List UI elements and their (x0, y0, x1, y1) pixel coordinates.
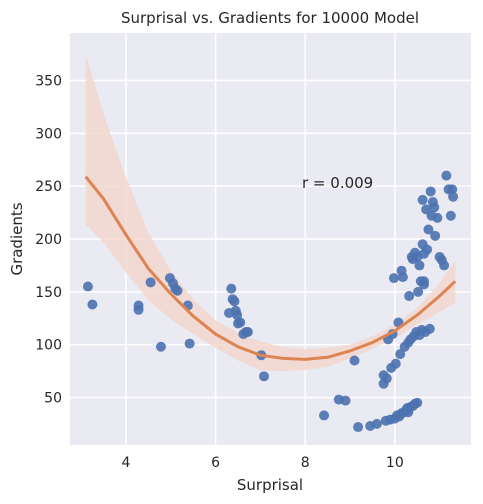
data-point (340, 395, 351, 406)
data-point (371, 418, 382, 429)
data-point (388, 273, 399, 284)
x-tick-label: 4 (122, 455, 131, 471)
data-point (441, 170, 452, 181)
data-point (448, 191, 459, 202)
data-point (242, 326, 253, 337)
x-tick-label: 10 (386, 455, 404, 471)
data-point (439, 260, 450, 271)
scatter-points (82, 170, 459, 433)
data-point (229, 296, 240, 307)
x-tick-label: 6 (211, 455, 220, 471)
data-point (430, 230, 441, 241)
x-tick-label: 8 (301, 455, 310, 471)
data-point (404, 291, 415, 302)
data-point (417, 194, 428, 205)
data-point (184, 338, 195, 349)
regression-line (84, 175, 457, 361)
data-point (87, 299, 98, 310)
x-axis-label: Surprisal (237, 476, 303, 494)
data-point (425, 186, 436, 197)
y-tick-label: 350 (35, 74, 62, 90)
data-point (407, 254, 418, 265)
data-point (390, 358, 401, 369)
data-point (353, 422, 364, 433)
data-point (395, 349, 406, 360)
y-tick-label: 200 (35, 232, 62, 248)
y-tick-label: 300 (35, 126, 62, 142)
data-point (145, 277, 156, 288)
correlation-annotation: r = 0.009 (302, 174, 373, 192)
data-point (319, 410, 330, 421)
data-point (397, 272, 408, 283)
data-point (349, 355, 360, 366)
data-point (155, 341, 166, 352)
data-point (381, 373, 392, 384)
data-point (445, 210, 456, 221)
data-point (172, 285, 183, 296)
data-point (422, 244, 433, 255)
data-point (412, 397, 423, 408)
data-point (423, 224, 434, 235)
data-point (413, 286, 424, 297)
y-tick-labels: 50 100 150 200 250 300 350 (35, 74, 62, 407)
data-point (133, 300, 144, 311)
data-point (259, 371, 270, 382)
chart-title: Surprisal vs. Gradients for 10000 Model (121, 9, 419, 27)
data-point (429, 202, 440, 213)
data-point (418, 279, 429, 290)
data-point (424, 323, 435, 334)
y-tick-label: 50 (44, 390, 62, 406)
y-tick-label: 100 (35, 338, 62, 354)
data-point (82, 281, 93, 292)
y-tick-label: 250 (35, 179, 62, 195)
x-tick-labels: 4 6 8 10 (122, 455, 404, 471)
y-axis-label: Gradients (8, 202, 26, 275)
data-point (235, 317, 246, 328)
data-point (226, 283, 237, 294)
data-point (414, 260, 425, 271)
y-tick-label: 150 (35, 285, 62, 301)
data-point (447, 184, 458, 195)
data-point (432, 212, 443, 223)
